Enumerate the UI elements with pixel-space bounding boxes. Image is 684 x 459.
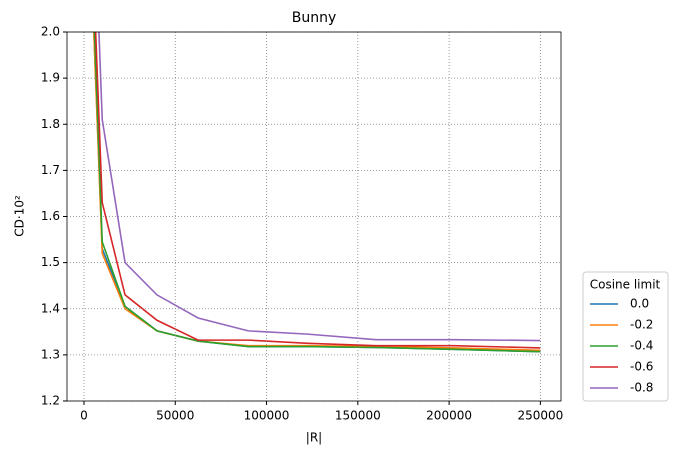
- x-tick-label: 200000: [426, 409, 472, 423]
- series-line: [94, 32, 541, 349]
- y-tick-label: 1.7: [41, 163, 60, 177]
- y-tick-label: 1.4: [41, 301, 60, 315]
- y-axis-label: CD·10²: [13, 195, 27, 237]
- legend-label: -0.4: [630, 339, 653, 353]
- x-axis-label: |R|: [306, 431, 322, 445]
- series-line: [93, 32, 541, 353]
- x-tick-label: 50000: [156, 409, 194, 423]
- plot-lines: [93, 32, 541, 353]
- series-line: [98, 32, 541, 342]
- chart-title: Bunny: [292, 10, 337, 26]
- y-tick-label: 1.3: [41, 347, 60, 361]
- y-tick-label: 1.8: [41, 117, 60, 131]
- y-tick-label: 1.9: [41, 71, 60, 85]
- y-tick-label: 1.6: [41, 209, 60, 223]
- x-tick-label: 100000: [244, 409, 290, 423]
- legend-label: 0.0: [630, 297, 649, 311]
- x-tick-label: 0: [80, 409, 88, 423]
- series-line: [93, 32, 541, 352]
- legend-label: -0.8: [630, 381, 653, 395]
- legend-label: -0.6: [630, 360, 653, 374]
- y-tick-label: 2.0: [41, 25, 60, 39]
- legend-label: -0.2: [630, 318, 653, 332]
- y-tick-label: 1.5: [41, 255, 60, 269]
- y-tick-label: 1.2: [41, 394, 60, 408]
- x-tick-label: 250000: [517, 409, 563, 423]
- legend-title: Cosine limit: [590, 278, 661, 292]
- series-line: [93, 32, 541, 353]
- x-tick-label: 150000: [335, 409, 381, 423]
